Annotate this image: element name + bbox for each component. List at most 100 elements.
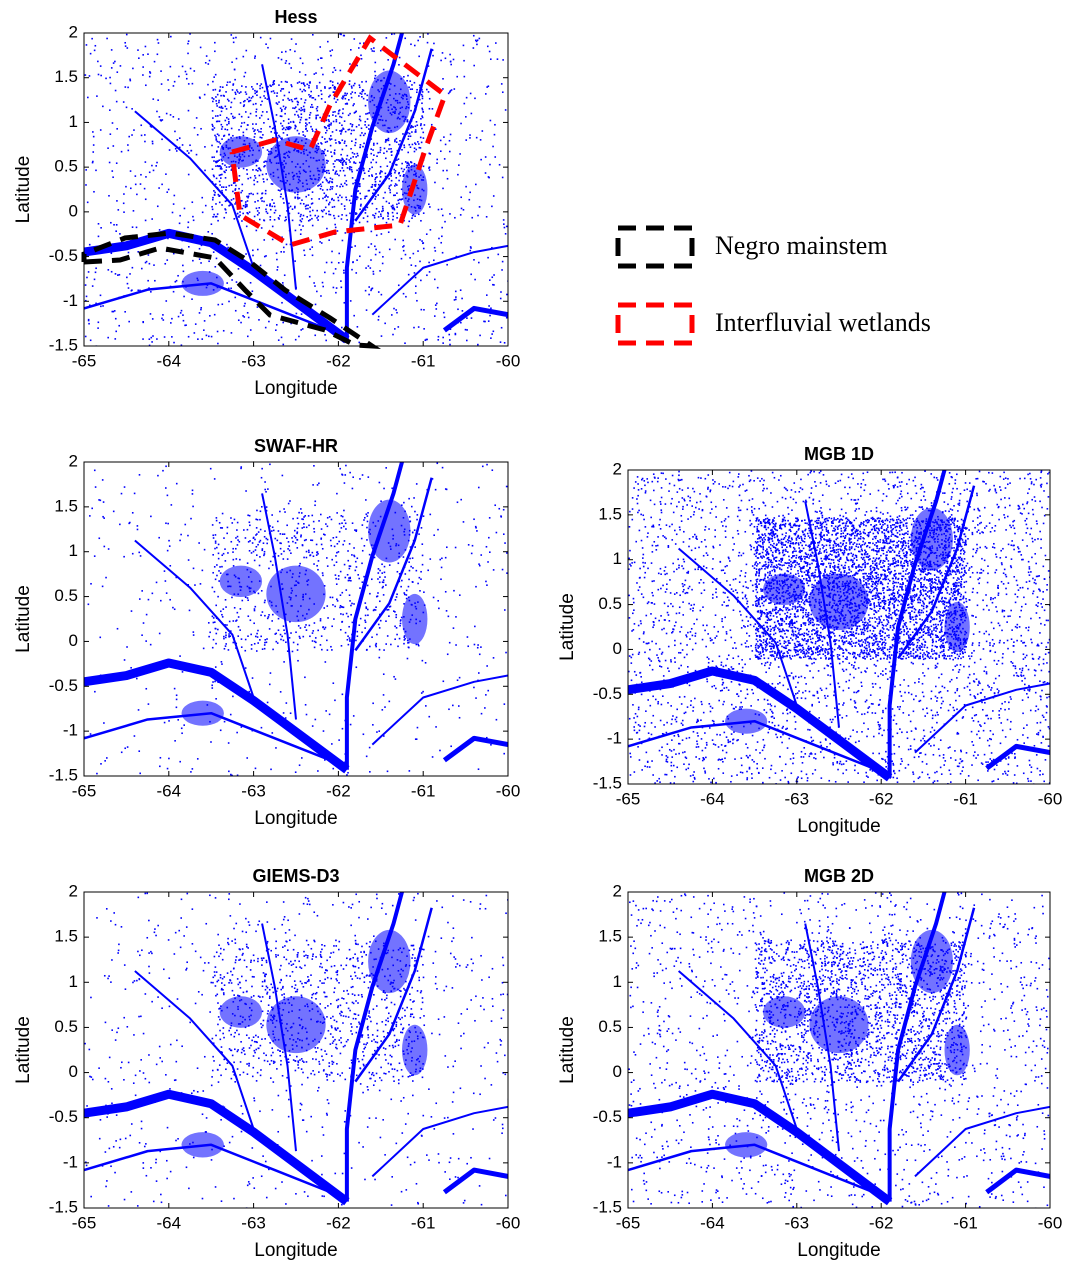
water-pixel: [279, 107, 282, 110]
water-pixel: [216, 105, 218, 107]
water-pixel: [729, 629, 732, 632]
water-pixel: [416, 88, 418, 91]
water-pixel: [246, 597, 249, 599]
water-pixel: [340, 515, 343, 517]
water-pixel: [340, 183, 343, 186]
water-pixel: [285, 126, 288, 129]
water-pixel: [338, 160, 341, 162]
water-pixel: [355, 272, 358, 274]
water-pixel: [204, 204, 207, 207]
water-pixel: [366, 94, 369, 97]
water-pixel: [246, 562, 249, 564]
water-pixel: [702, 711, 705, 714]
water-pixel: [941, 596, 944, 599]
water-pixel: [218, 120, 221, 123]
water-pixel: [422, 111, 425, 113]
water-pixel: [235, 281, 238, 283]
water-pixel: [319, 46, 322, 48]
water-pixel: [975, 757, 977, 759]
water-pixel: [394, 185, 396, 187]
water-pixel: [215, 139, 218, 141]
water-pixel: [177, 719, 180, 721]
water-pixel: [212, 681, 214, 683]
water-pixel: [349, 123, 352, 125]
water-pixel: [269, 125, 271, 128]
water-pixel: [433, 315, 436, 317]
water-pixel: [240, 115, 243, 118]
water-pixel: [221, 163, 224, 165]
water-pixel: [199, 583, 202, 585]
water-pixel: [420, 308, 423, 311]
water-pixel: [400, 167, 403, 170]
water-pixel: [405, 295, 407, 298]
water-pixel: [403, 245, 405, 247]
water-pixel: [201, 196, 204, 199]
water-pixel: [633, 670, 636, 673]
water-pixel: [212, 98, 215, 100]
water-pixel: [187, 559, 190, 561]
water-pixel: [428, 271, 431, 273]
water-pixel: [322, 533, 325, 536]
water-pixel: [272, 90, 275, 92]
water-pixel: [278, 218, 280, 220]
water-pixel: [916, 644, 919, 647]
water-pixel: [230, 184, 233, 186]
water-pixel: [331, 649, 333, 651]
water-pixel: [302, 214, 305, 217]
water-pixel: [224, 624, 226, 626]
water-pixel: [866, 630, 869, 633]
water-pixel: [215, 519, 218, 522]
water-pixel: [211, 646, 214, 649]
water-pixel: [486, 584, 488, 586]
water-pixel: [368, 189, 371, 192]
water-pixel: [235, 537, 237, 539]
water-pixel: [333, 545, 336, 548]
water-pixel: [839, 549, 842, 552]
water-pixel: [343, 509, 345, 512]
water-pixel: [301, 218, 304, 220]
water-pixel: [281, 137, 283, 140]
water-pixel: [902, 544, 905, 547]
water-pixel: [297, 625, 300, 627]
water-pixel: [349, 212, 351, 215]
water-pixel: [246, 205, 248, 208]
water-pixel: [326, 227, 328, 230]
water-pixel: [825, 523, 828, 526]
water-pixel: [286, 134, 289, 136]
water-pixel: [403, 173, 405, 176]
water-pixel: [362, 145, 364, 148]
water-pixel: [338, 739, 340, 741]
water-pixel: [269, 205, 271, 207]
x-tick-label: -65: [72, 781, 97, 800]
water-pixel: [223, 635, 225, 638]
water-pixel: [701, 638, 704, 641]
water-pixel: [353, 554, 355, 557]
water-pixel: [408, 220, 411, 223]
water-pixel: [329, 186, 332, 188]
water-pixel: [109, 109, 111, 111]
water-pixel: [210, 223, 213, 226]
water-pixel: [350, 195, 353, 197]
water-pixel: [414, 546, 416, 548]
water-pixel: [256, 83, 259, 85]
water-pixel: [277, 555, 280, 557]
water-pixel: [361, 524, 364, 526]
water-pixel: [405, 597, 408, 600]
water-pixel: [350, 579, 352, 582]
water-pixel: [345, 214, 348, 217]
water-pixel: [254, 635, 257, 638]
water-pixel: [218, 180, 221, 183]
water-pixel: [320, 528, 323, 530]
water-pixel: [262, 542, 265, 544]
water-pixel: [221, 138, 223, 140]
water-pixel: [316, 564, 318, 567]
water-pixel: [328, 181, 330, 184]
water-pixel: [295, 631, 297, 634]
water-pixel: [377, 151, 379, 154]
water-pixel: [333, 217, 336, 220]
water-pixel: [423, 124, 426, 126]
water-pixel: [140, 124, 143, 127]
water-pixel: [805, 773, 808, 776]
water-pixel: [300, 535, 302, 538]
water-pixel: [896, 541, 898, 544]
